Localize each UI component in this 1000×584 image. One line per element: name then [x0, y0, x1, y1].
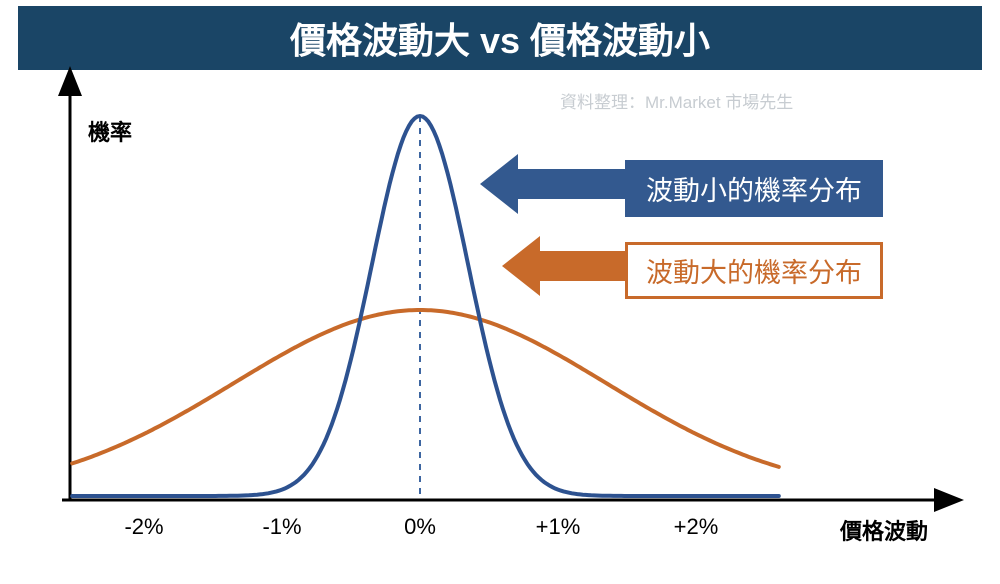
x-tick-label: +1% — [518, 514, 598, 540]
x-tick-label: -1% — [242, 514, 322, 540]
legend-narrow-text: 波動小的機率分布 — [646, 169, 862, 208]
legend-wide-text: 波動大的機率分布 — [646, 251, 862, 290]
x-tick-label: -2% — [104, 514, 184, 540]
legend-wide: 波動大的機率分布 — [625, 242, 883, 299]
legend-narrow: 波動小的機率分布 — [625, 160, 883, 217]
x-tick-label: 0% — [380, 514, 460, 540]
x-tick-label: +2% — [656, 514, 736, 540]
